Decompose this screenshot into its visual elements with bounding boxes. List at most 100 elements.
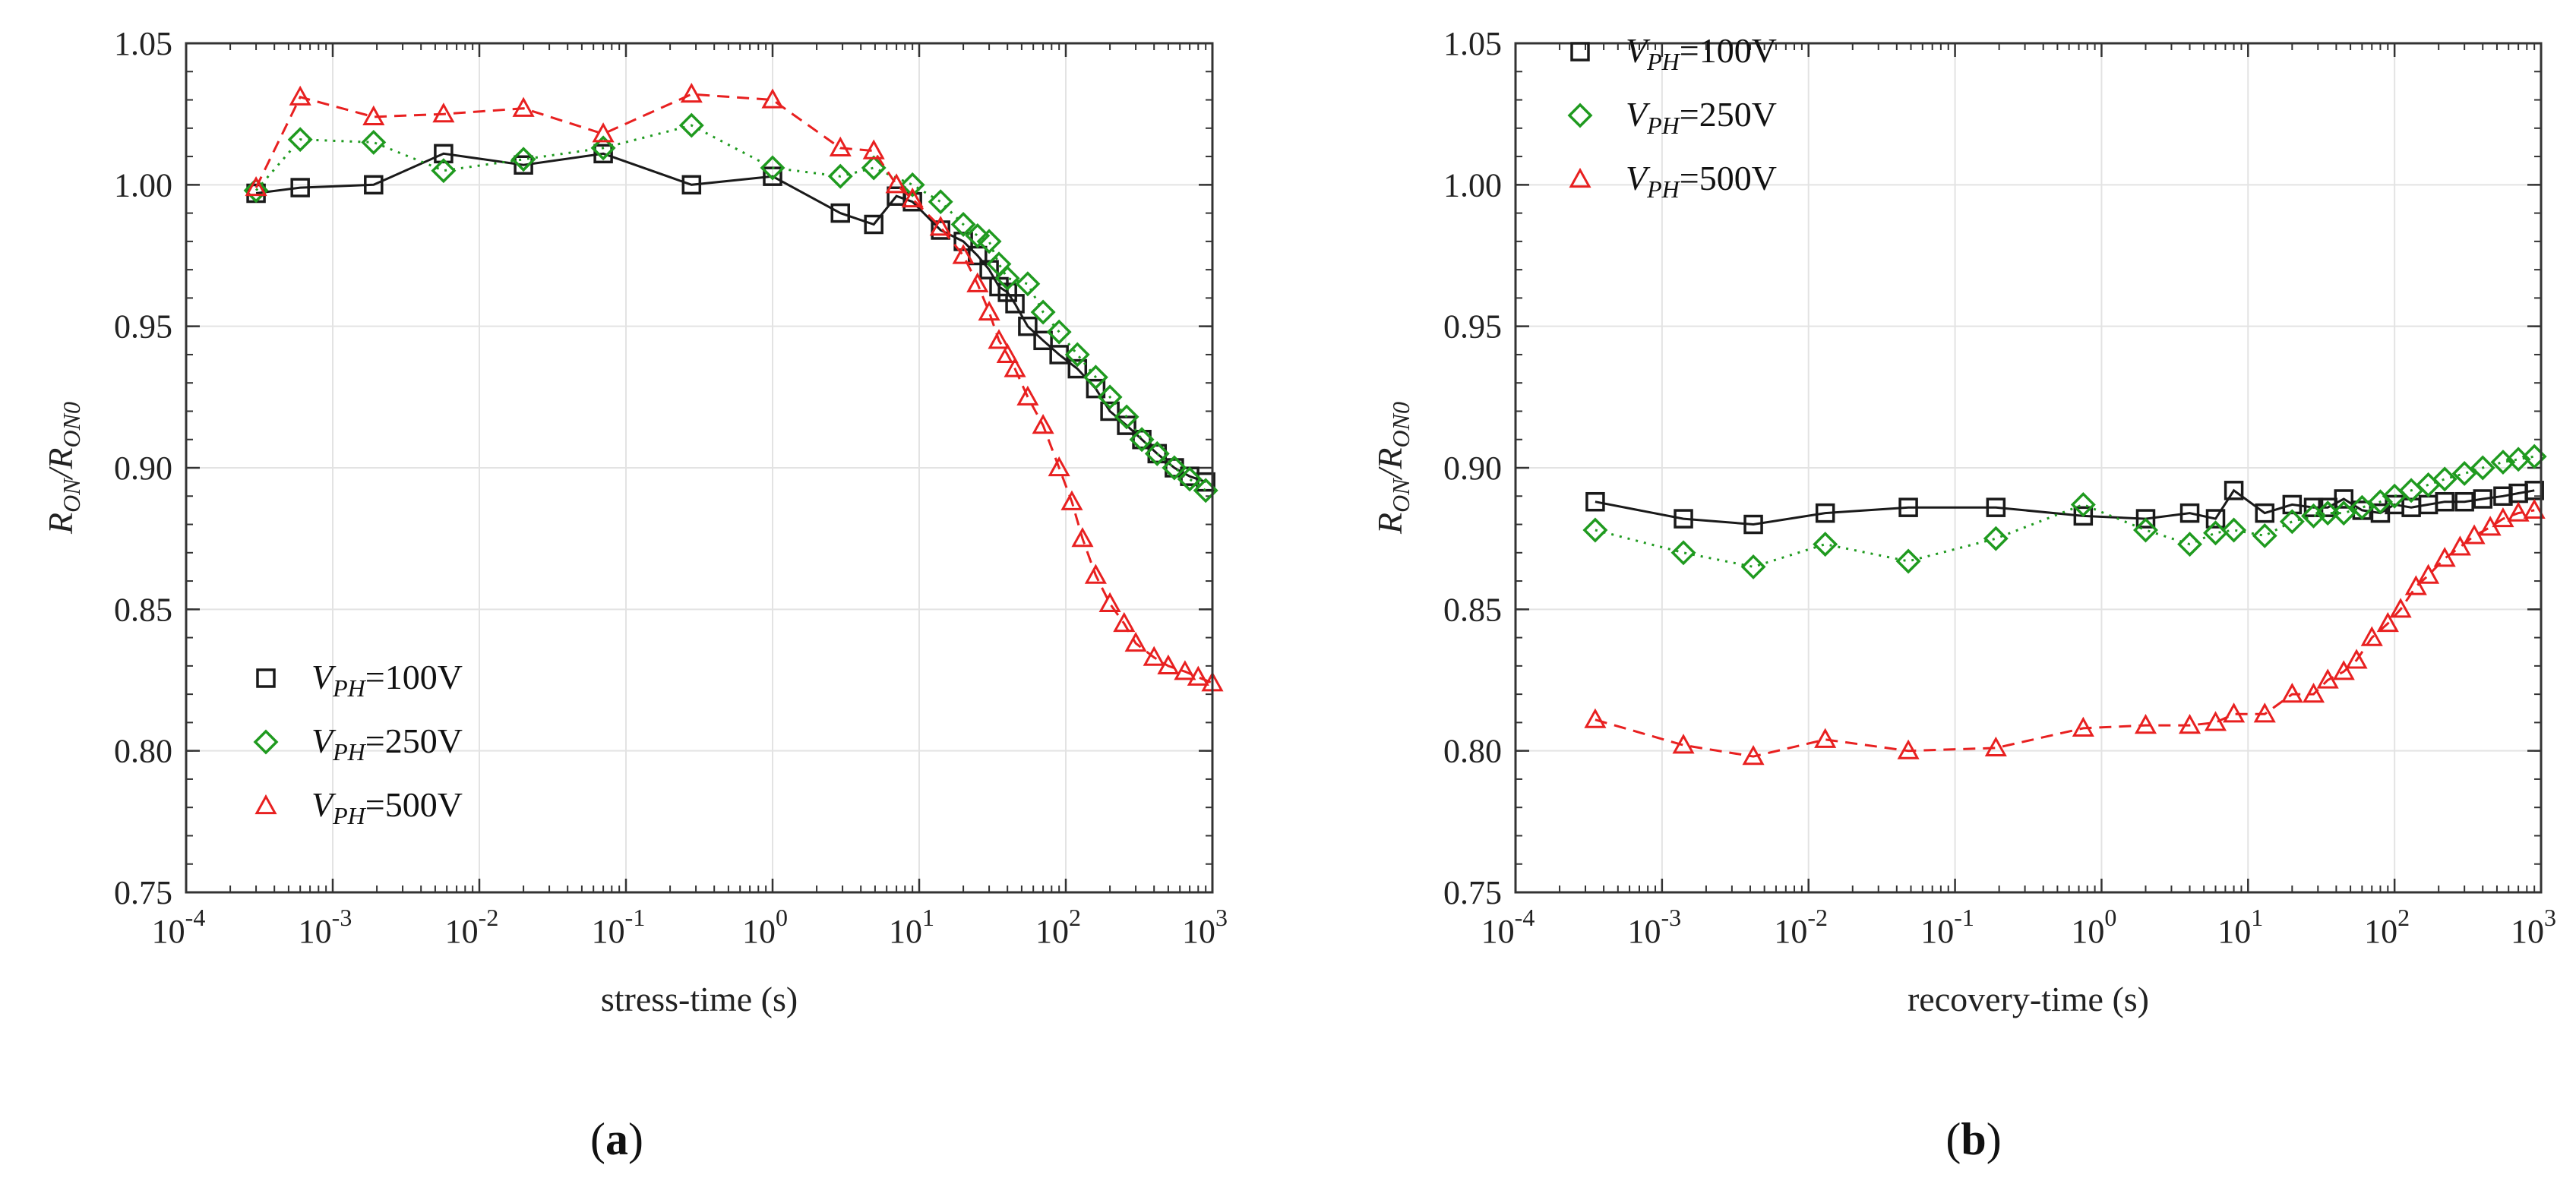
- y-tick-label: 0.75: [114, 874, 172, 911]
- data-point: [2179, 503, 2200, 523]
- data-point: [2253, 702, 2276, 723]
- data-point: [593, 144, 613, 164]
- y-axis-label: RON/RON0: [1370, 402, 1414, 535]
- y-tick-label: 1.05: [114, 25, 172, 62]
- data-point: [2360, 626, 2383, 646]
- data-point: [681, 175, 702, 195]
- legend-entry: VPH=100V: [1626, 31, 1777, 75]
- data-point: [902, 191, 922, 212]
- x-tick-label: 102: [1035, 904, 1081, 950]
- data-point: [2221, 517, 2247, 543]
- data-point: [1097, 384, 1123, 410]
- x-tick-label: 10-1: [1920, 904, 1974, 950]
- data-point: [1187, 665, 1209, 686]
- data-point: [2302, 683, 2325, 703]
- data-point: [2073, 506, 2094, 526]
- data-point: [2463, 524, 2486, 545]
- data-point: [2376, 611, 2399, 633]
- legend-entry: VPH=500V: [311, 785, 463, 829]
- data-point: [2072, 716, 2094, 737]
- data-point: [2435, 491, 2454, 512]
- legend-marker: [1567, 103, 1593, 128]
- data-point: [1815, 503, 1835, 523]
- data-point: [978, 300, 1000, 321]
- data-point: [1015, 271, 1041, 297]
- y-tick-label: 0.95: [114, 308, 172, 346]
- data-point: [590, 135, 616, 161]
- data-point: [289, 85, 311, 106]
- series-line: [255, 152, 1206, 484]
- x-tick-label: 103: [2511, 904, 2556, 950]
- x-tick-label: 10-4: [152, 904, 206, 950]
- plot-frame: [1514, 42, 2543, 894]
- legend: VPH=100V VPH=250V VPH=500V: [1567, 31, 1777, 203]
- data-point: [861, 155, 887, 181]
- data-point: [2493, 486, 2513, 507]
- data-point: [1064, 342, 1090, 368]
- data-point: [1986, 497, 2006, 517]
- data-point: [901, 187, 924, 208]
- data-point: [760, 155, 785, 181]
- x-tick-label: 100: [2071, 904, 2116, 950]
- data-point: [680, 82, 703, 103]
- data-point: [2507, 501, 2530, 522]
- y-tick-label: 0.85: [114, 591, 172, 628]
- x-tick-label: 101: [889, 904, 934, 950]
- data-point: [2473, 489, 2493, 509]
- data-point: [2279, 509, 2305, 535]
- data-point: [1083, 365, 1108, 390]
- y-tick-label: 0.75: [1443, 874, 1502, 911]
- data-point: [952, 244, 975, 264]
- data-point: [1048, 456, 1070, 477]
- series-diamond: [1582, 444, 2547, 579]
- data-point: [2448, 535, 2471, 556]
- x-tick-label: 100: [742, 904, 788, 950]
- data-point: [2255, 503, 2275, 523]
- data-point: [830, 203, 850, 223]
- data-point: [2470, 455, 2495, 481]
- data-point: [2432, 466, 2457, 492]
- plot-frame: [185, 42, 1214, 894]
- data-point: [514, 155, 533, 175]
- data-point: [1157, 654, 1180, 674]
- data-point: [996, 343, 1019, 364]
- x-tick-label: 10-4: [1481, 904, 1535, 950]
- data-point: [512, 96, 535, 117]
- data-point: [1046, 319, 1072, 345]
- data-point: [2451, 460, 2477, 486]
- data-point: [988, 329, 1010, 349]
- data-point: [1983, 526, 2009, 551]
- data-point: [1177, 466, 1203, 492]
- data-point: [2389, 598, 2412, 618]
- data-point: [2204, 711, 2227, 731]
- data-point: [2252, 522, 2277, 548]
- data-point: [965, 223, 991, 248]
- panel-label: (a): [590, 1114, 643, 1164]
- data-point: [1016, 385, 1039, 406]
- data-point: [966, 272, 989, 292]
- y-tick-label: 0.90: [114, 450, 172, 487]
- data-point: [592, 122, 615, 143]
- y-tick-label: 0.85: [1443, 591, 1502, 628]
- y-axis-label: RON/RON0: [41, 402, 85, 535]
- data-point: [2205, 509, 2226, 529]
- data-point: [1814, 728, 1837, 748]
- data-point: [986, 251, 1012, 277]
- y-tick-label: 1.00: [1443, 166, 1502, 204]
- data-point: [931, 220, 950, 240]
- data-point: [2523, 498, 2546, 519]
- data-point: [2316, 668, 2339, 689]
- data-point: [362, 105, 385, 125]
- data-point: [1674, 509, 1693, 529]
- legend-marker: [253, 729, 279, 755]
- x-tick-label: 10-3: [299, 904, 352, 950]
- y-tick-label: 0.90: [1443, 450, 1502, 487]
- data-point: [761, 88, 784, 109]
- data-point: [1005, 294, 1025, 314]
- data-point: [287, 127, 313, 153]
- data-point: [1114, 404, 1139, 430]
- data-point: [2334, 489, 2354, 509]
- data-point: [1018, 316, 1038, 336]
- data-point: [361, 129, 387, 155]
- data-point: [928, 189, 953, 215]
